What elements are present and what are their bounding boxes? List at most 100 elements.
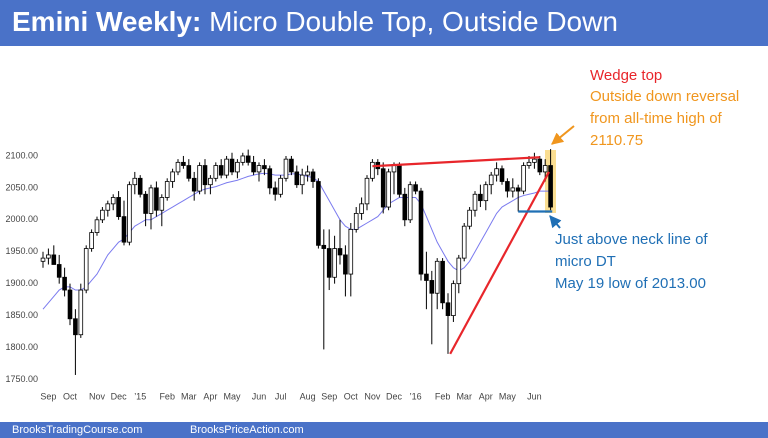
- candle-body: [402, 193, 408, 221]
- x-tick-label: Oct: [63, 391, 78, 401]
- candle-body: [202, 165, 208, 186]
- candle-body: [62, 276, 67, 291]
- plot: 1750.00 1800.00 1850.00 1900.00 1950.00 2000.…: [5, 149, 553, 401]
- candle-body: [494, 168, 499, 176]
- y-tick-label: 2000.00: [5, 214, 38, 224]
- footer-left: BrooksTradingCourse.com: [12, 424, 142, 436]
- x-tick-label: ’15: [134, 391, 146, 401]
- candle-body: [148, 187, 154, 214]
- title-text: Micro Double Top, Outside Down: [209, 6, 618, 37]
- x-tick-label: Mar: [456, 391, 472, 401]
- candle-body: [305, 171, 310, 176]
- candle-body: [397, 165, 402, 195]
- candle-body: [407, 184, 413, 221]
- candle-body: [251, 161, 256, 173]
- candle-body: [89, 232, 94, 249]
- candle-body: [262, 165, 267, 170]
- candle-body: [364, 177, 370, 205]
- annotation: Wedge top: [590, 67, 662, 84]
- candle-body: [224, 158, 229, 176]
- candle-body: [235, 161, 240, 173]
- candle-body: [143, 193, 148, 214]
- candle-body: [461, 225, 467, 259]
- candle-body: [348, 228, 354, 275]
- candle-body: [424, 273, 429, 281]
- x-tick-label: Nov: [89, 391, 106, 401]
- candle-body: [218, 165, 224, 176]
- x-tick-label: Aug: [300, 391, 316, 401]
- candle-body: [429, 280, 435, 294]
- annotation: May 19 low of 2013.00: [555, 275, 706, 292]
- x-tick-label: Sep: [321, 391, 337, 401]
- annotation: Outside down reversal: [590, 88, 739, 105]
- x-tick-label: Jun: [252, 391, 267, 401]
- candle-body: [332, 248, 337, 278]
- x-tick-label: Dec: [386, 391, 403, 401]
- x-tick-label: Nov: [364, 391, 381, 401]
- title-bold: Emini Weekly:: [12, 6, 201, 37]
- candle-body: [548, 165, 553, 208]
- x-tick-label: Sep: [40, 391, 56, 401]
- candle-body: [213, 165, 219, 179]
- candle-body: [121, 216, 127, 243]
- candle-body: [240, 155, 246, 163]
- candle-body: [499, 168, 505, 182]
- candle-body: [94, 219, 100, 233]
- candle-body: [154, 187, 159, 211]
- candle-body: [445, 302, 451, 316]
- candle-body: [488, 174, 494, 186]
- x-tick-label: Jul: [275, 391, 287, 401]
- candle-body: [537, 158, 543, 173]
- candle-body: [467, 209, 472, 227]
- candle-body: [326, 248, 332, 278]
- candle-body: [164, 181, 170, 198]
- moving-average: [42, 172, 551, 310]
- candle-body: [391, 165, 397, 173]
- candle-body: [208, 177, 213, 186]
- arrow: [549, 215, 562, 229]
- candle-body: [40, 257, 46, 262]
- annotation: from all-time high of: [590, 110, 723, 127]
- candle-body: [256, 165, 262, 173]
- candle-body: [229, 158, 235, 173]
- candle-body: [83, 248, 89, 291]
- candle-body: [278, 177, 283, 195]
- candle-body: [472, 193, 478, 211]
- x-tick-label: Oct: [344, 391, 359, 401]
- x-tick-label: May: [499, 391, 517, 401]
- arrow: [551, 125, 575, 145]
- candle-body: [434, 260, 440, 294]
- trend-line: [449, 171, 550, 355]
- x-tick-label: Apr: [479, 391, 493, 401]
- y-tick-label: 1850.00: [5, 310, 38, 320]
- candle-body: [78, 289, 84, 336]
- candle-body: [73, 318, 78, 336]
- footer-right: BrooksPriceAction.com: [190, 424, 304, 436]
- x-tick-label: Dec: [111, 391, 128, 401]
- candle-body: [289, 158, 294, 173]
- x-tick-label: Feb: [435, 391, 451, 401]
- annotation: micro DT: [555, 253, 616, 270]
- candle-body: [478, 193, 483, 202]
- candle-body: [310, 171, 316, 182]
- x-tick-label: Jun: [527, 391, 542, 401]
- candle-body: [380, 168, 386, 208]
- candle-body: [132, 177, 138, 186]
- candle-body: [110, 197, 116, 205]
- candle-body: [353, 213, 359, 230]
- trend-line: [372, 156, 540, 168]
- candle-body: [359, 203, 364, 214]
- candle-body: [51, 254, 57, 265]
- candle-body: [316, 181, 321, 246]
- annotations: Wedge top Outside down reversal from all-t…: [555, 67, 739, 292]
- candle-body: [521, 165, 526, 192]
- y-tick-label: 1750.00: [5, 374, 38, 384]
- candle-body: [56, 264, 62, 278]
- candle-body: [337, 248, 343, 256]
- footer-bar: [0, 422, 768, 438]
- candle-body: [532, 158, 537, 163]
- candle-body: [440, 260, 445, 304]
- annotation: 2110.75: [590, 132, 643, 149]
- candle-body: [159, 197, 165, 211]
